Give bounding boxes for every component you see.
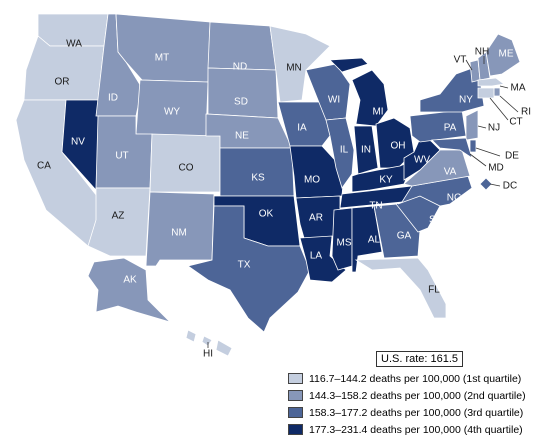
state-label-ri: RI xyxy=(521,107,531,118)
leader-line-md xyxy=(469,153,487,167)
state-label-mt: MT xyxy=(155,53,169,64)
state-az xyxy=(87,187,151,257)
state-label-la: LA xyxy=(310,251,323,262)
state-label-sc: SC xyxy=(429,215,443,226)
state-label-il: IL xyxy=(340,145,349,156)
state-label-az: AZ xyxy=(112,211,125,222)
state-label-nc: NC xyxy=(447,193,461,204)
state-label-al: AL xyxy=(368,235,381,246)
state-label-co: CO xyxy=(179,163,194,174)
state-label-md: MD xyxy=(488,163,504,174)
state-tx xyxy=(187,205,311,333)
state-il xyxy=(325,117,355,189)
state-label-ny: NY xyxy=(459,95,473,106)
state-label-vt: VT xyxy=(454,55,467,66)
state-dc xyxy=(479,177,493,191)
state-label-ar: AR xyxy=(309,213,323,224)
state-ms xyxy=(331,207,353,271)
legend-label: 158.3–177.2 deaths per 100,000 (3rd quar… xyxy=(309,406,524,419)
leader-line-ct xyxy=(489,97,509,121)
state-label-pa: PA xyxy=(444,123,457,134)
state-label-ct: CT xyxy=(509,117,522,128)
state-label-id: ID xyxy=(108,93,118,104)
legend-label: 177.3–231.4 deaths per 100,000 (4th quar… xyxy=(309,423,523,436)
state-label-ak: AK xyxy=(123,275,137,286)
state-la xyxy=(299,235,347,283)
state-label-wy: WY xyxy=(164,107,180,118)
state-label-nv: NV xyxy=(71,137,85,148)
legend-item: 158.3–177.2 deaths per 100,000 (3rd quar… xyxy=(288,404,558,421)
legend-item: 144.3–158.2 deaths per 100,000 (2nd quar… xyxy=(288,387,558,404)
state-label-wi: WI xyxy=(328,95,340,106)
state-label-ok: OK xyxy=(259,209,274,220)
map-legend: 116.7–144.2 deaths per 100,000 (1st quar… xyxy=(288,370,558,438)
state-label-ga: GA xyxy=(397,231,412,242)
state-label-va: VA xyxy=(444,167,457,178)
state-ri xyxy=(493,87,501,97)
state-label-mi: MI xyxy=(372,107,383,118)
leader-line-nj xyxy=(477,125,487,129)
state-label-ne: NE xyxy=(235,131,249,142)
state-ak xyxy=(87,257,171,323)
state-fl xyxy=(354,257,447,319)
state-label-sd: SD xyxy=(234,97,248,108)
legend-swatch xyxy=(288,407,303,418)
state-ia xyxy=(277,101,337,147)
state-mi xyxy=(329,57,389,127)
leader-line-ma xyxy=(499,85,509,89)
state-label-hi: HI xyxy=(203,349,213,360)
state-de xyxy=(469,139,477,153)
state-label-ky: KY xyxy=(379,175,393,186)
state-label-mo: MO xyxy=(304,175,320,186)
legend-item: 116.7–144.2 deaths per 100,000 (1st quar… xyxy=(288,370,558,387)
legend-swatch xyxy=(288,424,303,435)
state-label-dc: DC xyxy=(503,181,517,192)
state-ma xyxy=(477,77,505,87)
state-label-mn: MN xyxy=(286,63,302,74)
leader-line-dc xyxy=(489,183,501,187)
state-nc xyxy=(397,175,473,207)
state-label-or: OR xyxy=(55,77,70,88)
state-md xyxy=(431,137,473,159)
state-label-nj: NJ xyxy=(488,123,500,134)
state-label-nh: NH xyxy=(475,47,489,58)
state-sd xyxy=(207,67,279,119)
state-or xyxy=(23,35,105,101)
state-label-ca: CA xyxy=(37,161,51,172)
state-label-tn: TN xyxy=(369,201,382,212)
us-rate-box: U.S. rate: 161.5 xyxy=(376,351,464,367)
state-label-ms: MS xyxy=(337,238,352,249)
leader-line-de xyxy=(475,147,501,157)
state-label-wv: WV xyxy=(414,155,430,166)
legend-label: 116.7–144.2 deaths per 100,000 (1st quar… xyxy=(309,372,522,385)
state-me xyxy=(485,33,521,77)
legend-swatch xyxy=(288,373,303,384)
state-label-ia: IA xyxy=(297,123,307,134)
state-label-wa: WA xyxy=(66,39,82,50)
state-label-me: ME xyxy=(499,49,514,60)
state-ct xyxy=(477,87,495,99)
leader-line-vt xyxy=(465,59,473,71)
state-label-nm: NM xyxy=(171,228,187,239)
state-label-ma: MA xyxy=(511,83,526,94)
leader-line-ri xyxy=(499,95,519,113)
state-in xyxy=(353,125,379,175)
state-label-in: IN xyxy=(361,145,371,156)
legend-label: 144.3–158.2 deaths per 100,000 (2nd quar… xyxy=(309,389,526,402)
state-pa xyxy=(409,109,467,143)
state-label-fl: FL xyxy=(428,285,440,296)
state-wv xyxy=(403,133,441,181)
state-label-ut: UT xyxy=(115,151,128,162)
state-label-oh: OH xyxy=(391,141,406,152)
state-nj xyxy=(465,109,479,141)
state-label-de: DE xyxy=(505,151,519,162)
state-nm xyxy=(145,191,215,267)
legend-swatch xyxy=(288,390,303,401)
state-label-ks: KS xyxy=(251,173,265,184)
state-label-nd: ND xyxy=(233,62,247,73)
legend-item: 177.3–231.4 deaths per 100,000 (4th quar… xyxy=(288,421,558,438)
state-label-tx: TX xyxy=(238,260,251,271)
